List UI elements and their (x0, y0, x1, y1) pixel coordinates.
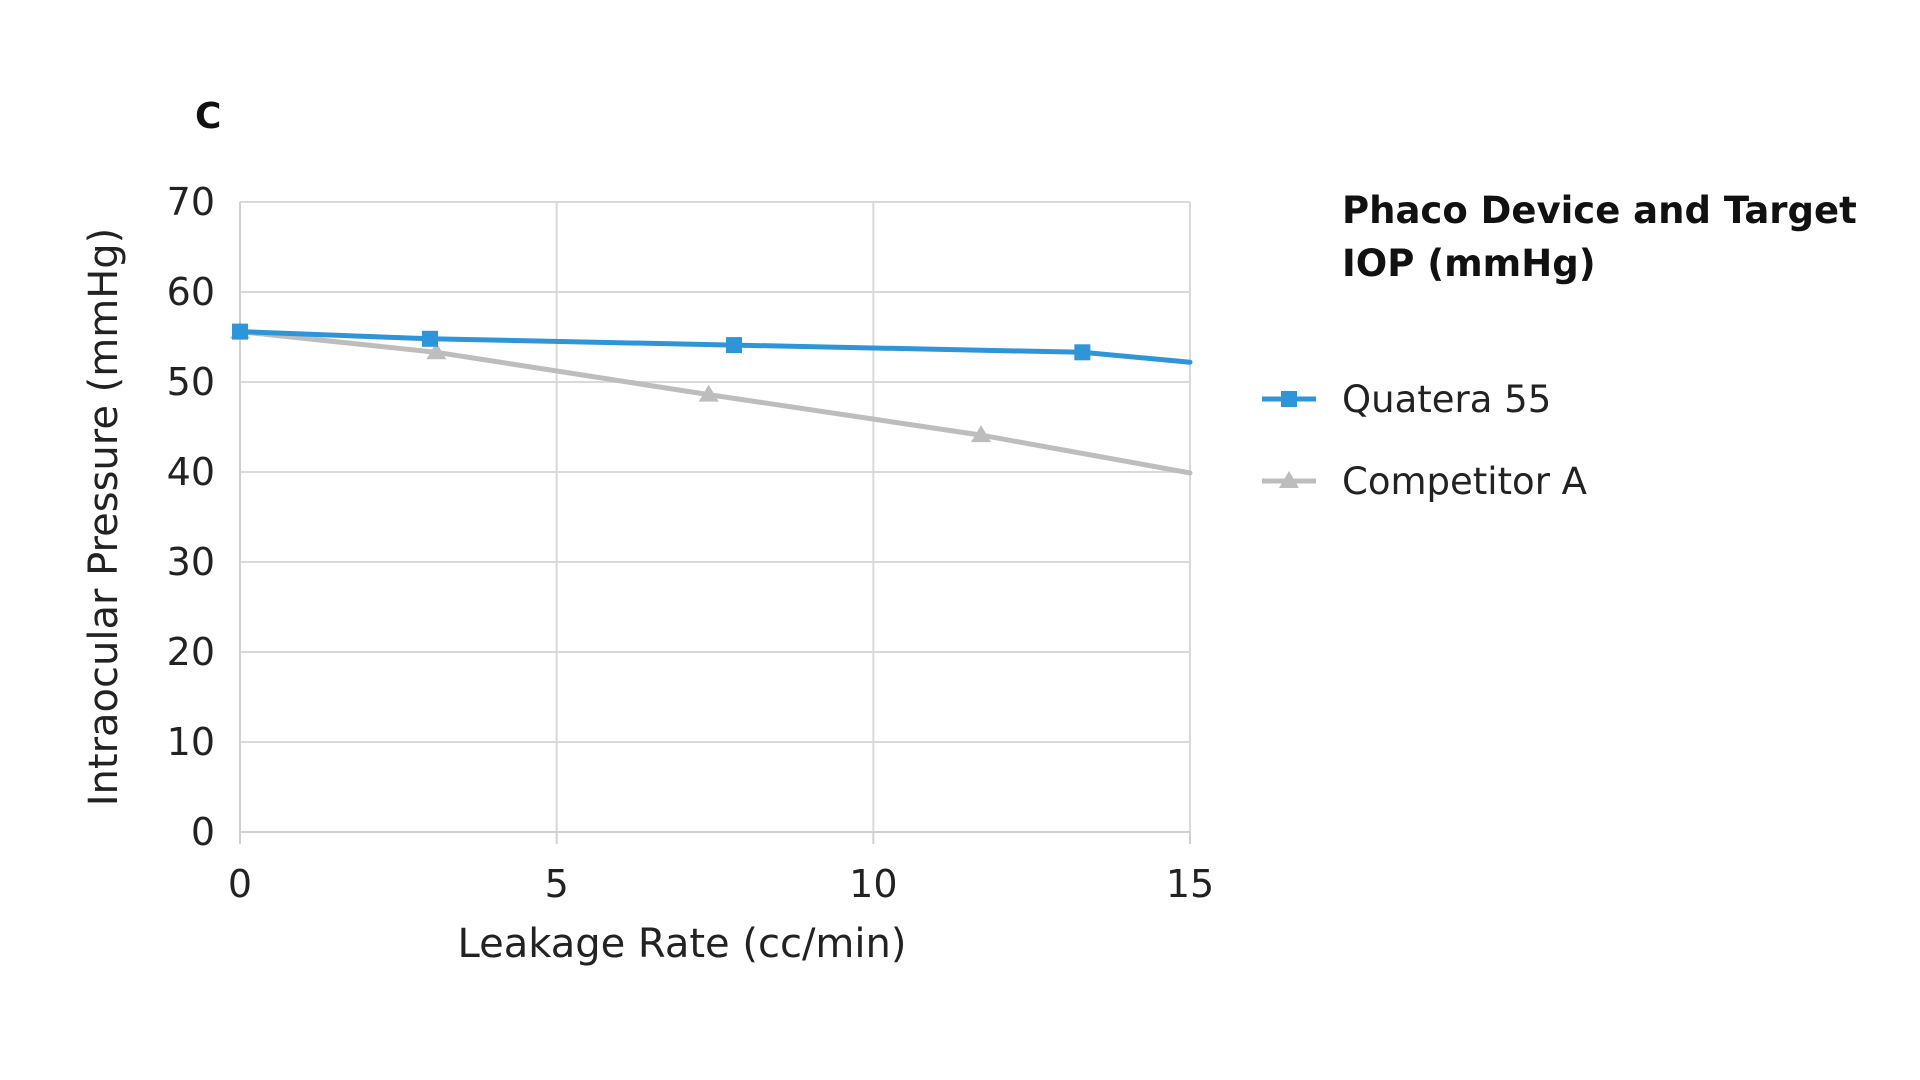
data-point (232, 323, 248, 340)
y-tick-label: 60 (167, 270, 215, 314)
legend: Phaco Device and Target IOP (mmHg) Quatera… (1262, 189, 1857, 503)
legend-label: Competitor A (1342, 460, 1587, 503)
legend-swatch-marker (1281, 391, 1297, 407)
data-point (1074, 344, 1091, 361)
x-tick-label: 10 (849, 862, 897, 906)
data-point (422, 330, 438, 347)
y-tick-label: 50 (167, 360, 215, 404)
y-tick-label: 40 (167, 450, 215, 494)
legend-swatch-marker (1279, 471, 1299, 488)
y-tick-label: 30 (167, 540, 215, 584)
x-axis-title: Leakage Rate (cc/min) (458, 921, 907, 967)
legend-item: Quatera 55 (1262, 378, 1551, 421)
grid (240, 201, 1191, 832)
data-point (426, 342, 447, 360)
y-tick-label: 70 (167, 180, 215, 224)
legend-title-line: IOP (mmHg) (1342, 242, 1596, 285)
x-tick-label: 5 (545, 862, 569, 906)
data-point (726, 337, 742, 354)
tick-labels: 0 10 20 30 40 50 60 70 0 5 10 15 (167, 180, 1215, 906)
panel-label: C (195, 96, 221, 137)
y-tick-label: 0 (191, 810, 215, 854)
series-quatera-55 (232, 323, 1193, 365)
legend-title-line: Phaco Device and Target (1342, 189, 1857, 232)
data-point (971, 425, 991, 443)
y-tick-label: 10 (167, 720, 215, 764)
legend-item: Competitor A (1262, 460, 1587, 503)
data-point (698, 384, 719, 402)
axes (239, 202, 1191, 844)
x-tick-label: 0 (228, 862, 252, 906)
y-axis-title: Intraocular Pressure (mmHg) (81, 228, 127, 807)
legend-label: Quatera 55 (1342, 378, 1551, 421)
series-layer (230, 321, 1193, 476)
y-tick-label: 20 (167, 630, 215, 674)
x-tick-label: 15 (1166, 862, 1214, 906)
